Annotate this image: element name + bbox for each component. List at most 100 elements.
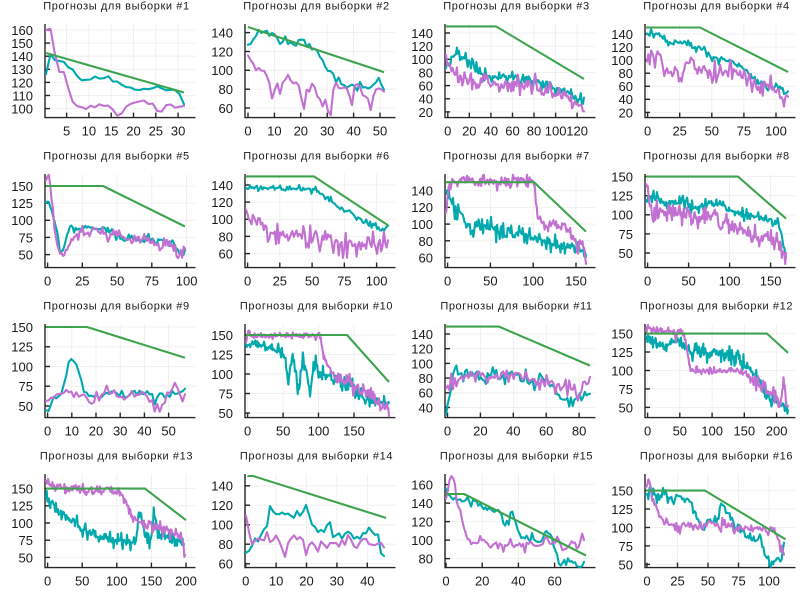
svg-text:25: 25 (149, 124, 163, 139)
svg-text:50: 50 (619, 557, 633, 572)
svg-text:50: 50 (619, 400, 633, 415)
svg-text:100: 100 (211, 367, 233, 382)
svg-text:75: 75 (731, 574, 745, 589)
svg-text:20: 20 (419, 105, 433, 120)
svg-text:120: 120 (411, 200, 433, 215)
svg-text:0: 0 (444, 424, 451, 439)
svg-text:0: 0 (644, 124, 651, 139)
svg-text:50: 50 (110, 274, 124, 289)
svg-text:125: 125 (611, 189, 633, 204)
svg-text:50: 50 (705, 124, 719, 139)
svg-text:Прогнозы для выборки #10: Прогнозы для выборки #10 (240, 300, 393, 312)
svg-text:75: 75 (737, 124, 751, 139)
svg-text:100: 100 (308, 424, 330, 439)
svg-text:50: 50 (483, 274, 497, 289)
svg-text:150: 150 (611, 327, 633, 342)
svg-text:60: 60 (547, 574, 561, 589)
svg-text:150: 150 (141, 574, 163, 589)
svg-text:100: 100 (211, 518, 233, 533)
svg-text:15: 15 (104, 124, 118, 139)
svg-text:125: 125 (11, 196, 33, 211)
svg-text:75: 75 (19, 533, 33, 548)
svg-text:100: 100 (522, 274, 544, 289)
svg-text:40: 40 (137, 424, 151, 439)
svg-text:50: 50 (673, 424, 687, 439)
svg-text:150: 150 (565, 274, 587, 289)
svg-text:200: 200 (175, 574, 197, 589)
svg-text:80: 80 (527, 124, 541, 139)
svg-text:50: 50 (19, 399, 33, 414)
svg-text:50: 50 (75, 574, 89, 589)
svg-text:75: 75 (19, 379, 33, 394)
svg-text:120: 120 (566, 124, 588, 139)
svg-text:100: 100 (211, 63, 233, 78)
svg-text:50: 50 (681, 274, 695, 289)
svg-text:30: 30 (330, 574, 344, 589)
svg-text:50: 50 (19, 248, 33, 263)
svg-text:140: 140 (211, 178, 233, 193)
svg-text:120: 120 (411, 342, 433, 357)
svg-text:140: 140 (611, 27, 633, 42)
svg-text:20: 20 (294, 124, 308, 139)
svg-text:150: 150 (343, 424, 365, 439)
svg-text:125: 125 (611, 502, 633, 517)
svg-text:Прогнозы для выборки #5: Прогнозы для выборки #5 (43, 150, 189, 162)
svg-text:140: 140 (211, 479, 233, 494)
svg-text:0: 0 (643, 574, 650, 589)
svg-text:125: 125 (211, 347, 233, 362)
svg-text:Прогнозы для выборки #4: Прогнозы для выборки #4 (643, 0, 789, 12)
svg-text:5: 5 (63, 124, 70, 139)
svg-text:60: 60 (505, 124, 519, 139)
svg-text:30: 30 (320, 124, 334, 139)
svg-text:80: 80 (219, 229, 233, 244)
svg-text:100: 100 (758, 574, 780, 589)
svg-text:160: 160 (411, 478, 433, 493)
svg-text:50: 50 (373, 124, 387, 139)
svg-text:0: 0 (444, 274, 451, 289)
svg-text:30: 30 (171, 124, 185, 139)
svg-text:Прогнозы для выборки #8: Прогнозы для выборки #8 (643, 150, 789, 162)
svg-text:150: 150 (11, 482, 33, 497)
svg-text:125: 125 (611, 345, 633, 360)
svg-text:100: 100 (11, 102, 33, 117)
svg-text:0: 0 (244, 124, 251, 139)
svg-text:0: 0 (244, 424, 251, 439)
svg-text:20: 20 (126, 124, 140, 139)
svg-text:Прогнозы для выборки #7: Прогнозы для выборки #7 (443, 150, 589, 162)
svg-text:150: 150 (611, 484, 633, 499)
svg-text:100: 100 (611, 520, 633, 535)
svg-text:100: 100 (411, 356, 433, 371)
svg-text:30: 30 (113, 424, 127, 439)
svg-text:80: 80 (219, 537, 233, 552)
svg-text:75: 75 (145, 274, 159, 289)
svg-text:25: 25 (672, 124, 686, 139)
svg-text:Прогнозы для выборки #2: Прогнозы для выборки #2 (243, 0, 389, 12)
svg-text:60: 60 (419, 386, 433, 401)
svg-text:60: 60 (219, 101, 233, 116)
svg-text:0: 0 (644, 424, 651, 439)
svg-text:75: 75 (19, 230, 33, 245)
svg-text:100: 100 (411, 533, 433, 548)
svg-text:100: 100 (411, 52, 433, 67)
svg-text:120: 120 (11, 75, 33, 90)
svg-text:60: 60 (219, 247, 233, 262)
svg-text:50: 50 (701, 574, 715, 589)
svg-text:110: 110 (12, 88, 33, 103)
svg-text:25: 25 (670, 574, 684, 589)
svg-text:140: 140 (11, 49, 33, 64)
svg-text:150: 150 (11, 179, 33, 194)
svg-text:120: 120 (211, 195, 233, 210)
svg-text:60: 60 (419, 79, 433, 94)
svg-text:80: 80 (619, 66, 633, 81)
svg-text:Прогнозы для выборки #14: Прогнозы для выборки #14 (240, 450, 393, 462)
svg-text:Прогнозы для выборки #15: Прогнозы для выборки #15 (440, 450, 593, 462)
svg-text:50: 50 (619, 246, 633, 261)
svg-text:140: 140 (411, 26, 433, 41)
svg-text:100: 100 (765, 124, 787, 139)
svg-text:Прогнозы для выборки #12: Прогнозы для выборки #12 (640, 300, 793, 312)
svg-text:60: 60 (419, 251, 433, 266)
svg-text:20: 20 (89, 424, 103, 439)
svg-text:40: 40 (484, 124, 498, 139)
svg-text:75: 75 (337, 274, 351, 289)
svg-text:60: 60 (539, 424, 553, 439)
